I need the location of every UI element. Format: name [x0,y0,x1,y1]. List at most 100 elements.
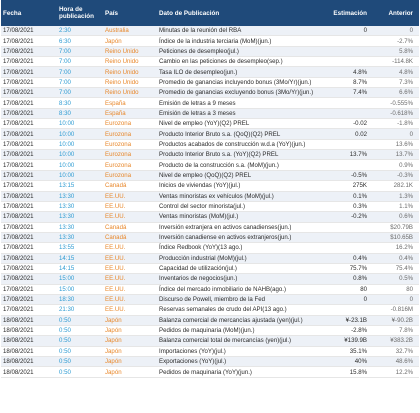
table-row: 17/08/2021 14:15 EE.UU. Capacidad de utiliz… [1,263,419,275]
cell-fecha: 17/08/2021 [1,149,57,161]
cell-pais: Reino Unido [103,77,157,89]
cell-estimacion: 0.8% [323,273,373,285]
cell-pais: Eurozona [103,139,157,151]
cell-hora: 13:30 [57,201,103,213]
cell-hora: 0:50 [57,366,103,378]
cell-dato: Control del sector minorista(jul.) [157,201,323,213]
cell-anterior: 6.6% [373,87,419,99]
cell-fecha: 17/08/2021 [1,159,57,171]
cell-fecha: 17/08/2021 [1,56,57,68]
cell-pais: EE.UU. [103,211,157,223]
cell-dato: Inversión canadiense en activos extranje… [157,232,323,244]
table-row: 17/08/2021 15:00 EE.UU. Inventarios de nego… [1,273,419,285]
cell-fecha: 17/08/2021 [1,232,57,244]
cell-anterior: 0.5% [373,273,419,285]
cell-estimacion: -0.5% [323,170,373,182]
cell-hora: 10:00 [57,159,103,171]
cell-dato: Productos acabados de construcción w.d.a… [157,139,323,151]
cell-anterior: 282.1K [373,180,419,192]
cell-hora: 13:30 [57,232,103,244]
table-row: 17/08/2021 7:00 Reino Unido Tasa ILO de des… [1,66,419,78]
table-row: 17/08/2021 13:30 Canadá Inversión canadiens… [1,232,419,244]
cell-dato: Importaciones (YoY)(jul.) [157,346,323,358]
cell-estimacion: 40% [323,356,373,368]
cell-estimacion: -0.2% [323,211,373,223]
cell-dato: Pedidos de maquinaria (YoY)(jun.) [157,366,323,378]
cell-fecha: 17/08/2021 [1,87,57,99]
cell-dato: Tasa ILO de desempleo(jun.) [157,66,323,78]
cell-estimacion: 35.1% [323,346,373,358]
cell-pais: EE.UU. [103,242,157,254]
cell-estimacion [323,242,373,254]
cell-pais: EE.UU. [103,263,157,275]
cell-estimacion [323,304,373,316]
cell-hora: 7:00 [57,77,103,89]
cell-pais: EE.UU. [103,294,157,306]
cell-anterior: ¥-90.2B [373,315,419,326]
cell-dato: Reservas semanales de crudo del API(13 a… [157,304,323,316]
cell-pais: Reino Unido [103,46,157,58]
cell-dato: Promedio de ganancias incluyendo bonus (… [157,77,323,89]
cell-hora: 2:30 [57,26,103,37]
header-pais: País [103,0,157,26]
header-anterior: Anterior [373,0,419,26]
cell-hora: 18:30 [57,294,103,306]
cell-pais: Eurozona [103,159,157,171]
cell-fecha: 17/08/2021 [1,35,57,47]
cell-fecha: 17/08/2021 [1,191,57,202]
cell-anterior: 0.6% [373,211,419,223]
cell-estimacion: 0 [323,26,373,37]
cell-estimacion [323,139,373,151]
cell-hora: 13:55 [57,242,103,254]
cell-dato: Capacidad de utilización(jul.) [157,263,323,275]
cell-anterior: 0 [373,128,419,140]
header-hora: Hora de publicación [57,0,103,26]
cell-fecha: 17/08/2021 [1,26,57,37]
header-estimacion: Estimación [323,0,373,26]
cell-hora: 10:00 [57,149,103,161]
cell-dato: Ventas minoristas ex vehículos (MoM)(jul… [157,191,323,202]
cell-anterior: 13.7% [373,149,419,161]
cell-dato: Nivel de empleo (QoQ)(Q2) PREL [157,170,323,182]
cell-hora: 10:00 [57,139,103,151]
cell-anterior: 1.1% [373,201,419,213]
cell-anterior: 48.6% [373,356,419,368]
cell-pais: Japón [103,366,157,378]
cell-fecha: 17/08/2021 [1,97,57,109]
cell-anterior: 80 [373,284,419,295]
cell-hora: 10:00 [57,118,103,130]
cell-estimacion: 4.8% [323,66,373,78]
cell-dato: Producto Interior Bruto s.a. (YoY)(Q2) P… [157,149,323,161]
cell-anterior: $10.65B [373,232,419,244]
cell-pais: Japón [103,315,157,326]
cell-anterior: -0.618% [373,108,419,120]
table-row: 17/08/2021 10:00 Eurozona Producto Interior… [1,128,419,140]
cell-dato: Índice de la industria terciaria (MoM)(j… [157,35,323,47]
cell-pais: Canadá [103,180,157,192]
cell-pais: España [103,97,157,109]
cell-anterior: -2.7% [373,35,419,47]
cell-hora: 6:30 [57,35,103,47]
cell-anterior: -0.555% [373,97,419,109]
header-dato: Dato de Publicación [157,0,323,26]
cell-hora: 0:50 [57,315,103,326]
cell-fecha: 17/08/2021 [1,118,57,130]
cell-estimacion: 0 [323,294,373,306]
cell-dato: Producto Interior Bruto s.a. (QoQ)(Q2) P… [157,128,323,140]
table-row: 17/08/2021 6:30 Japón Índice de la industri… [1,35,419,47]
cell-fecha: 17/08/2021 [1,304,57,316]
cell-dato: Minutas de la reunión del RBA [157,26,323,37]
cell-fecha: 17/08/2021 [1,253,57,264]
table-row: 17/08/2021 13:30 Canadá Inversión extranjer… [1,222,419,233]
cell-pais: Eurozona [103,170,157,182]
cell-anterior: 16.2% [373,242,419,254]
cell-anterior: 5.8% [373,46,419,58]
table-row: 17/08/2021 13:30 EE.UU. Ventas minoristas (… [1,211,419,223]
cell-fecha: 18/08/2021 [1,366,57,378]
cell-anterior: 0.9% [373,159,419,171]
cell-pais: España [103,108,157,120]
table-row: 17/08/2021 10:00 Eurozona Productos acabado… [1,139,419,151]
cell-fecha: 17/08/2021 [1,294,57,306]
cell-dato: Emisión de letras a 9 meses [157,97,323,109]
table-row: 17/08/2021 15:00 EE.UU. Índice del mercado … [1,284,419,295]
